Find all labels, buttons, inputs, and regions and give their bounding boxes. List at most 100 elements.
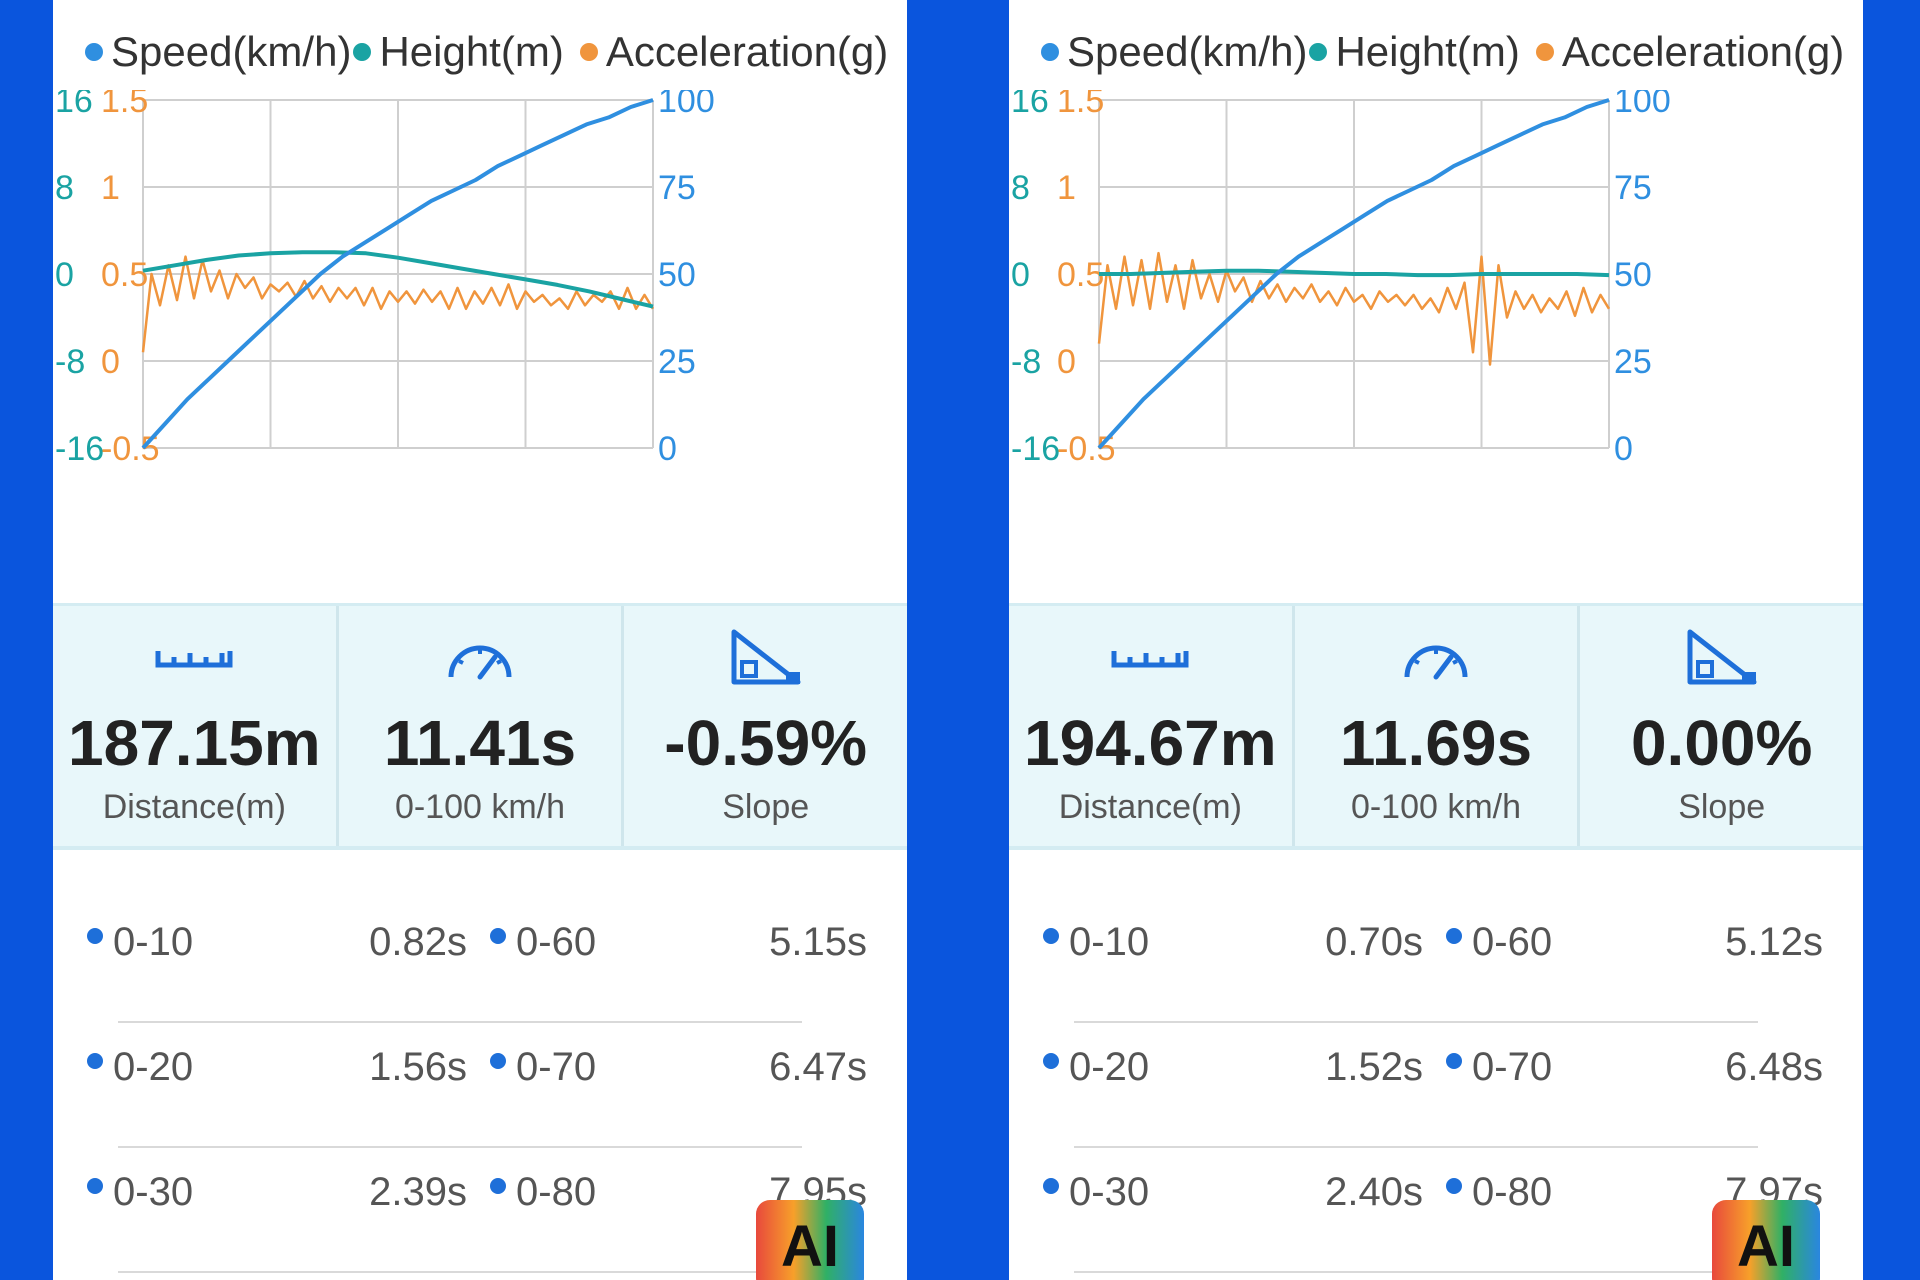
tick-label-speed: 50 (1614, 256, 1652, 294)
legend-item-speed[interactable]: Speed(km/h) (1039, 28, 1307, 76)
split-row: 0-10 0.70s 0-60 5.12s (1009, 900, 1863, 1025)
legend-label-height: Height(m) (1335, 28, 1520, 75)
split-label: 0-30 (113, 1170, 194, 1214)
divider (1074, 1021, 1758, 1023)
tick-label-height: 8 (55, 169, 74, 207)
legend-item-acceleration[interactable]: Acceleration(g) (1534, 28, 1844, 76)
tick-label-acceleration: 0 (1057, 343, 1076, 381)
tick-label-speed: 100 (1614, 90, 1671, 120)
slope-label: Slope (1678, 788, 1766, 826)
legend-label-acceleration: Acceleration(g) (1561, 28, 1845, 75)
split-label: 0-10 (113, 920, 194, 964)
legend-dot-acceleration (579, 43, 598, 61)
chart-legend: Speed(km/h) Height(m) Acceleration(g) (83, 22, 888, 82)
split-label: 0-70 (1472, 1045, 1553, 1089)
stats-bar: 187.15m Distance(m) 11.41s 0-100 km/h -0… (53, 603, 907, 850)
split-label: 0-60 (516, 920, 597, 964)
distance-value: 194.67m (1024, 707, 1277, 779)
tick-label-speed: 25 (1614, 343, 1652, 381)
tick-label-height: 16 (1011, 90, 1049, 120)
slope-value: 0.00% (1630, 707, 1813, 779)
tick-label-acceleration: -0.5 (101, 430, 160, 468)
split-row: 0-10 0.82s 0-60 5.15s (53, 900, 907, 1025)
chart-legend: Speed(km/h) Height(m) Acceleration(g) (1039, 22, 1844, 82)
divider (1074, 1271, 1758, 1273)
stat-distance: 194.67m Distance(m) (1009, 606, 1295, 846)
legend-label-speed: Speed(km/h) (1067, 28, 1308, 75)
split-row: 0-20 1.56s 0-70 6.47s (53, 1025, 907, 1150)
legend-item-acceleration[interactable]: Acceleration(g) (578, 28, 888, 76)
acceleration-chart: 16 8 0 -8 -16 1.5 1 0.5 0 -0.5 100 75 50 25 0 (1011, 90, 1671, 468)
split-time: 2.39s (369, 1170, 467, 1214)
legend-dot-speed (1041, 43, 1059, 61)
legend-label-height: Height(m) (379, 28, 564, 75)
legend-dot-speed (85, 43, 103, 61)
stat-time: 11.41s 0-100 km/h (339, 606, 625, 846)
split-label: 0-60 (1472, 920, 1553, 964)
split-label: 0-20 (1069, 1045, 1150, 1089)
ruler-icon (53, 628, 336, 688)
legend-dot-height (1309, 43, 1328, 61)
stat-slope: -0.59% Slope (624, 606, 907, 846)
tick-label-acceleration: 1.5 (1057, 90, 1104, 120)
set-square-icon (624, 628, 907, 688)
divider (118, 1271, 802, 1273)
split-label: 0-30 (1069, 1170, 1150, 1214)
tick-label-height: 0 (55, 256, 74, 294)
stat-slope: 0.00% Slope (1580, 606, 1863, 846)
series-line-speed (1097, 98, 1610, 450)
slope-label: Slope (722, 788, 810, 826)
split-time: 0.82s (369, 920, 467, 964)
legend-item-speed[interactable]: Speed(km/h) (83, 28, 351, 76)
split-time: 6.47s (769, 1045, 867, 1089)
split-bullet-icon (87, 928, 103, 944)
split-bullet-icon (490, 1178, 506, 1194)
time-value: 11.41s (383, 707, 577, 779)
tick-label-acceleration: 0 (101, 343, 120, 381)
ai-assistant-button[interactable]: AI (1712, 1200, 1820, 1280)
tick-label-speed: 50 (658, 256, 696, 294)
series-line-speed (141, 98, 654, 450)
ai-assistant-button[interactable]: AI (756, 1200, 864, 1280)
legend-label-acceleration: Acceleration(g) (605, 28, 889, 75)
stats-bar: 194.67m Distance(m) 11.69s 0-100 km/h 0.… (1009, 603, 1863, 850)
stat-distance: 187.15m Distance(m) (53, 606, 339, 846)
legend-item-height[interactable]: Height(m) (351, 28, 564, 76)
speedometer-icon (1295, 628, 1578, 688)
result-panel-right: Speed(km/h) Height(m) Acceleration(g) 16… (1009, 0, 1863, 1280)
slope-value: -0.59% (664, 707, 868, 779)
series-line-height (1099, 268, 1610, 278)
tick-label-speed: 100 (658, 90, 715, 120)
split-bullet-icon (1446, 1178, 1462, 1194)
stat-time: 11.69s 0-100 km/h (1295, 606, 1581, 846)
tick-label-speed: 0 (658, 430, 677, 468)
tick-label-height: -16 (55, 430, 104, 468)
split-time: 5.12s (1725, 920, 1823, 964)
tick-label-height: -16 (1011, 430, 1060, 468)
split-bullet-icon (1446, 1053, 1462, 1069)
split-label: 0-80 (516, 1170, 597, 1214)
set-square-icon (1580, 628, 1863, 688)
tick-label-acceleration: -0.5 (1057, 430, 1116, 468)
tick-label-speed: 0 (1614, 430, 1633, 468)
tick-label-height: 8 (1011, 169, 1030, 207)
tick-label-speed: 75 (658, 169, 696, 207)
tick-label-height: 0 (1011, 256, 1030, 294)
divider (118, 1021, 802, 1023)
split-label: 0-10 (1069, 920, 1150, 964)
distance-label: Distance(m) (1058, 788, 1242, 826)
split-time: 6.48s (1725, 1045, 1823, 1089)
tick-label-height: 16 (55, 90, 93, 120)
split-time: 0.70s (1325, 920, 1423, 964)
acceleration-chart: 16 8 0 -8 -16 1.5 1 0.5 0 -0.5 100 75 50 25 0 (55, 90, 715, 468)
split-bullet-icon (1446, 928, 1462, 944)
legend-label-speed: Speed(km/h) (111, 28, 352, 75)
ruler-icon (1009, 628, 1292, 688)
series-line-acceleration (1097, 251, 1611, 366)
split-time: 1.52s (1325, 1045, 1423, 1089)
distance-value: 187.15m (68, 707, 321, 779)
legend-item-height[interactable]: Height(m) (1307, 28, 1520, 76)
split-bullet-icon (490, 928, 506, 944)
time-value: 11.69s (1339, 707, 1533, 779)
tick-label-acceleration: 1.5 (101, 90, 148, 120)
